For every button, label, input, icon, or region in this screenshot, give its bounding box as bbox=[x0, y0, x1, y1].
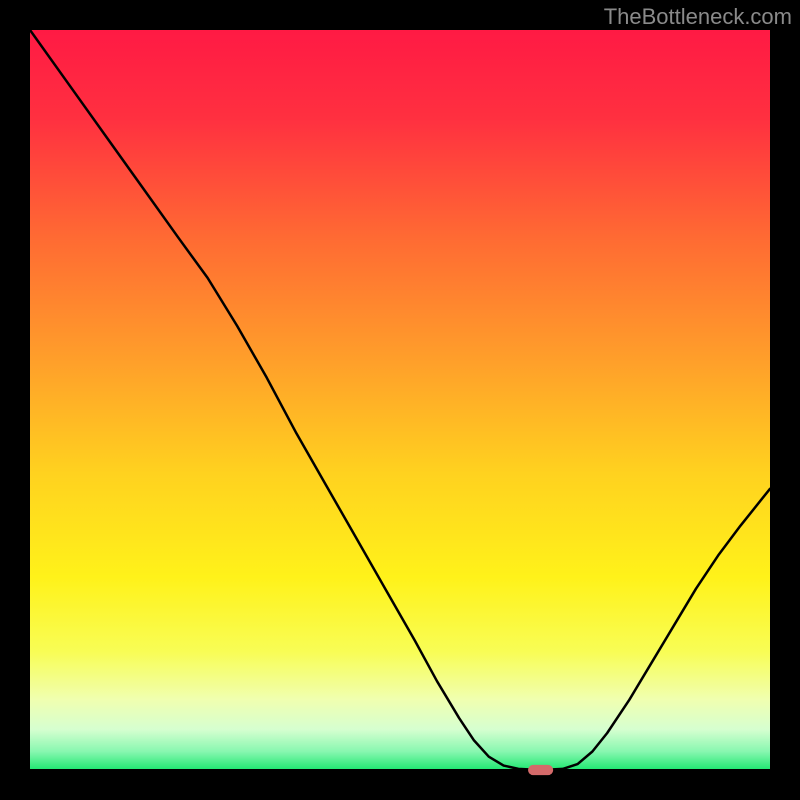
optimal-marker bbox=[528, 765, 553, 775]
bottleneck-chart bbox=[0, 0, 800, 800]
chart-stage: TheBottleneck.com bbox=[0, 0, 800, 800]
plot-background bbox=[30, 30, 770, 770]
